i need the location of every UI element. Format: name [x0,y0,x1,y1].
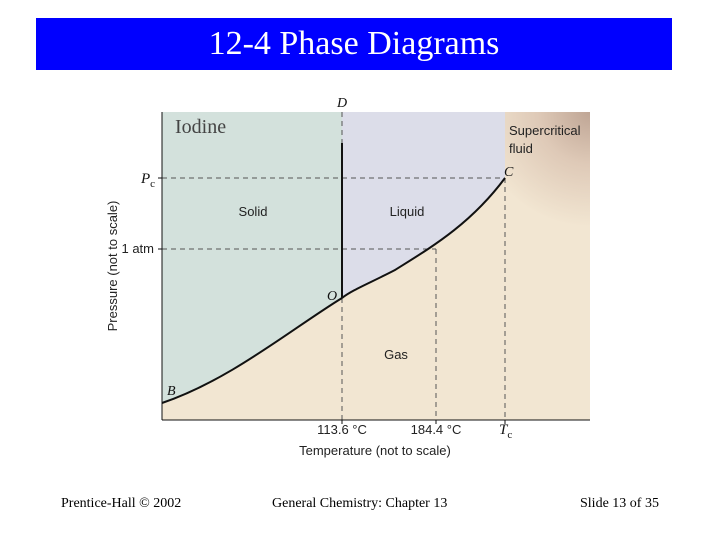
x-tick-triple: 113.6 °C [317,422,367,437]
point-b-label: B [167,384,176,399]
y-tick-atm: 1 atm [121,241,154,256]
liquid-label: Liquid [390,204,425,219]
substance-label: Iodine [175,116,226,138]
y-tick-pc: Pc [140,171,155,190]
y-tick-pc-main: P [140,171,150,187]
sublimation-curve [161,297,343,404]
supercritical-label-line1: Supercritical [509,123,581,138]
x-tick-tc: Tc [499,422,512,441]
point-o-label: O [327,289,337,304]
x-axis-label: Temperature (not to scale) [299,443,451,458]
solid-label: Solid [239,204,268,219]
liquid-region [342,112,505,298]
x-tick-tc-sub: c [507,429,512,441]
solid-region [162,112,342,403]
point-c-label: C [504,165,514,180]
slide-title-bar: 12-4 Phase Diagrams [36,18,672,70]
vaporization-curve [341,177,506,299]
x-tick-tc-main: T [499,422,509,438]
point-d-label: D [336,96,347,111]
supercritical-label-line2: fluid [509,141,533,156]
footer-right: Slide 13 of 35 [580,496,659,511]
footer-left: Prentice-Hall © 2002 [61,496,182,511]
footer-center: General Chemistry: Chapter 13 [272,496,448,511]
gas-label: Gas [384,347,408,362]
y-tick-pc-sub: c [150,178,155,190]
slide-title: 12-4 Phase Diagrams [208,25,500,62]
x-tick-boiling: 184.4 °C [411,422,462,437]
y-axis-label: Pressure (not to scale) [105,201,120,332]
